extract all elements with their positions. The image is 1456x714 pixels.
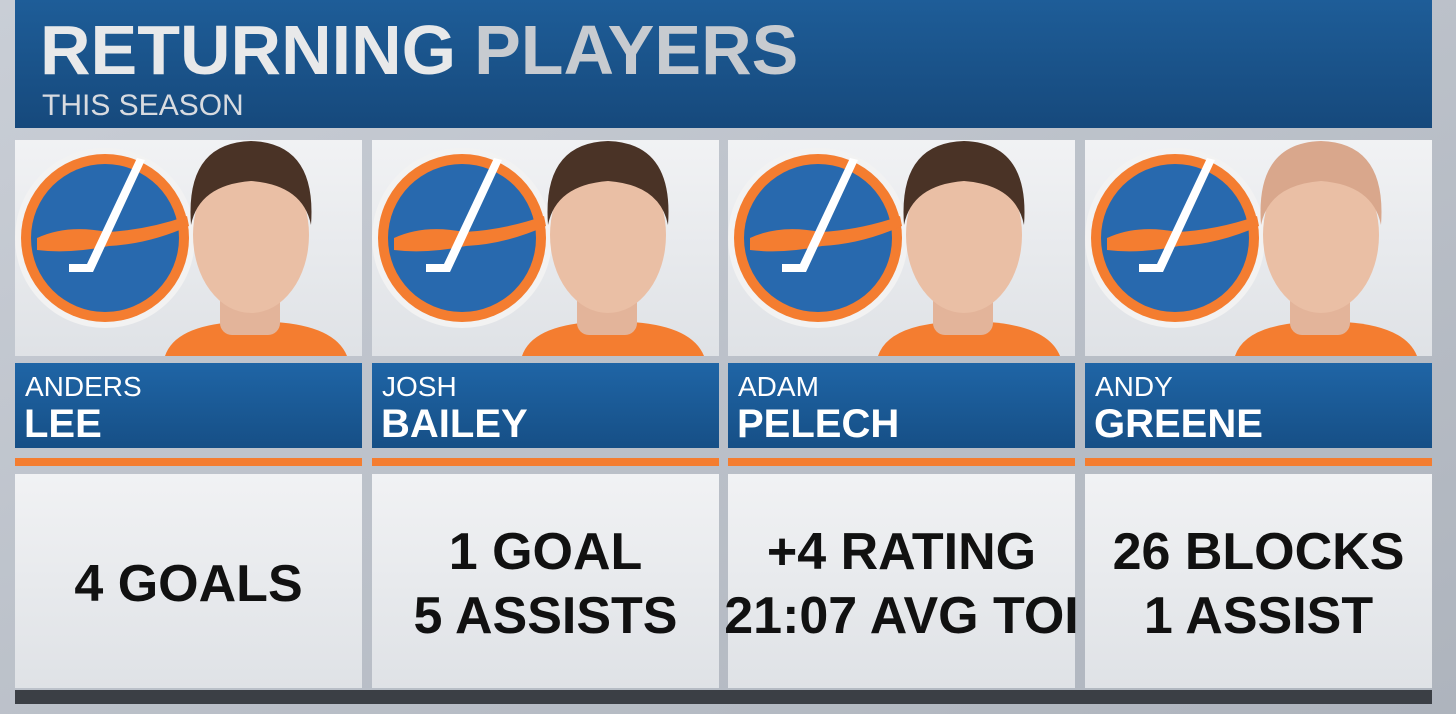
last-name: LEE — [24, 402, 102, 446]
stat-line: 21:07 AVG TOI — [724, 587, 1079, 645]
last-name: PELECH — [737, 402, 899, 446]
header-bar — [15, 0, 1432, 128]
logo-island — [37, 216, 189, 252]
header-title: RETURNING PLAYERS — [40, 11, 798, 89]
first-name: JOSH — [382, 371, 457, 402]
title-part: PLAYERS — [474, 11, 798, 89]
logo-stick — [782, 158, 858, 272]
stat-line: +4 RATING — [767, 523, 1036, 581]
accent-line — [728, 458, 1075, 466]
name-bar — [372, 363, 719, 448]
stats-panel — [372, 474, 719, 688]
bottom-bar — [15, 690, 1432, 704]
accent-line — [15, 458, 362, 466]
logo-stick — [69, 158, 145, 272]
player-hair — [547, 141, 669, 225]
stat-line: 26 BLOCKS — [1113, 523, 1405, 581]
header-subtitle: THIS SEASON — [42, 89, 244, 122]
player-shoulders — [878, 322, 1060, 356]
last-name: GREENE — [1094, 402, 1263, 446]
player-hair — [190, 141, 312, 225]
stats-panel — [728, 474, 1075, 688]
accent-line — [372, 458, 719, 466]
logo-island — [1107, 216, 1259, 252]
player-shoulders — [165, 322, 347, 356]
stat-line: 5 ASSISTS — [414, 587, 678, 645]
player-shoulders — [522, 322, 704, 356]
first-name: ANDY — [1095, 371, 1173, 402]
logo-stick — [426, 158, 502, 272]
first-name: ANDERS — [25, 371, 142, 402]
player-face — [1263, 157, 1379, 313]
name-bar — [15, 363, 362, 448]
logo-island — [394, 216, 546, 252]
player-face — [193, 157, 309, 313]
logo-island — [750, 216, 902, 252]
title-part: RETURNING — [40, 11, 456, 89]
stats-panel — [15, 474, 362, 688]
stat-line: 1 GOAL — [449, 523, 643, 581]
stat-line: 4 GOALS — [74, 555, 302, 613]
first-name: ADAM — [738, 371, 819, 402]
name-bar — [1085, 363, 1432, 448]
name-bar — [728, 363, 1075, 448]
player-shoulders — [1235, 322, 1417, 356]
player-face — [550, 157, 666, 313]
accent-line — [1085, 458, 1432, 466]
stats-panel — [1085, 474, 1432, 688]
player-hair — [903, 141, 1025, 225]
logo-stick — [1139, 158, 1215, 272]
stat-line: 1 ASSIST — [1144, 587, 1373, 645]
player-hair — [1260, 141, 1382, 225]
last-name: BAILEY — [381, 402, 528, 446]
player-face — [906, 157, 1022, 313]
